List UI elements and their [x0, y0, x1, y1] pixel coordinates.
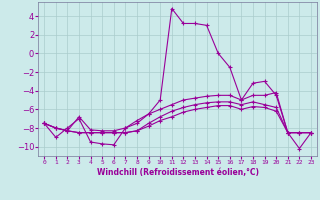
- X-axis label: Windchill (Refroidissement éolien,°C): Windchill (Refroidissement éolien,°C): [97, 168, 259, 177]
